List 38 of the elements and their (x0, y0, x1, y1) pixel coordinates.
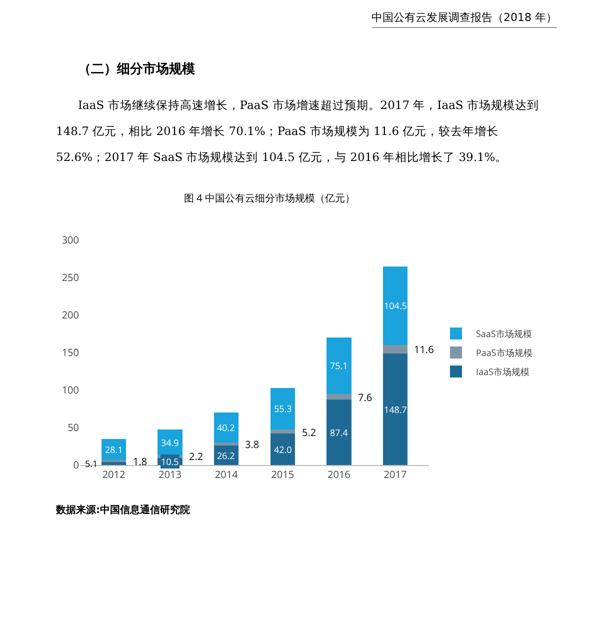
x-tick-label: 2017 (384, 467, 407, 481)
chart-title: 图 4 中国公有云细分市场规模（亿元） (184, 190, 355, 204)
text: 2.2 (189, 449, 204, 463)
y-tick-label: 100 (62, 382, 80, 396)
text: 28.1 (105, 443, 123, 456)
legend-label: PaaS市场规模 (476, 346, 532, 360)
x-tick-label: 2016 (328, 467, 351, 481)
x-tick-label: 2013 (158, 467, 182, 481)
y-tick-label: 300 (62, 232, 80, 246)
text: （二）细分市场规模 (78, 60, 195, 78)
x-tick-label: 2012 (102, 467, 126, 481)
legend-label: IaaS市场规模 (476, 365, 530, 378)
text: 40.2 (217, 421, 235, 434)
text: 7.6 (358, 390, 372, 404)
y-tick-label: 250 (62, 270, 80, 284)
text: 104.5 (384, 299, 407, 312)
y-tick-label: 200 (62, 308, 80, 322)
text: 34.9 (161, 436, 179, 449)
text: 5.1 (85, 457, 98, 470)
y-tick-label: 50 (68, 420, 80, 434)
source-note: 数据来源:中国信息通信研究院 (56, 504, 190, 517)
text: 55.3 (274, 402, 292, 415)
text: 中国公有云发展调查报告（2018 年） (372, 10, 557, 28)
legend-label: SaaS市场规模 (476, 327, 532, 340)
x-tick-label: 2015 (271, 467, 294, 481)
text: 42.0 (274, 443, 292, 456)
text: 11.6 (414, 342, 434, 356)
y-tick-label: 150 (62, 345, 80, 359)
text: IaaS 市场继续保持高速增长，PaaS 市场增速超过预期。2017 年，IaaS 市场规模达到 148.7 亿元，相比 2016 年增长 70.1%；PaaS 市场规模为 11.6 亿元，较去年增长 52.6%；2017 年 SaaS 市场规模达到 104.5 亿元，与 2016 年相比增长了 39.1%。 (56, 97, 540, 166)
text: 3.8 (245, 437, 260, 451)
text: 87.4 (330, 426, 348, 439)
x-tick-label: 2014 (214, 467, 238, 481)
text: 1.8 (133, 454, 148, 468)
y-tick-label: 0 (73, 458, 80, 472)
text: 26.2 (217, 449, 235, 462)
text: 75.1 (330, 359, 348, 372)
text: 148.7 (384, 403, 407, 416)
text: 5.2 (302, 425, 316, 439)
